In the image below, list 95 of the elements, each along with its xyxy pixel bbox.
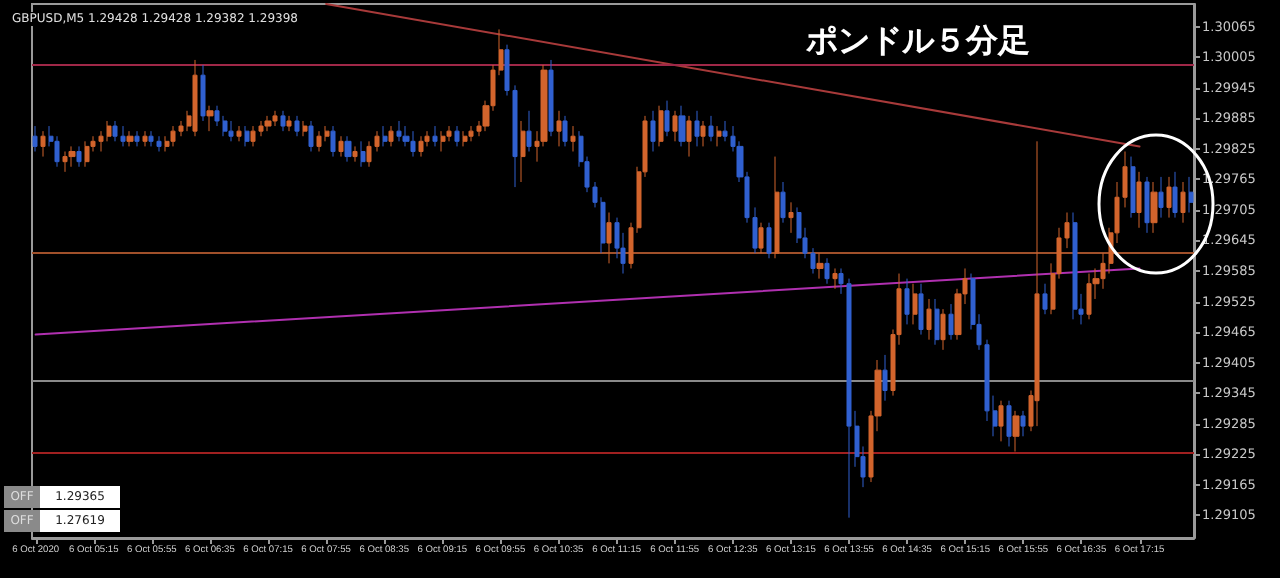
candlestick xyxy=(520,120,526,183)
candlestick xyxy=(832,267,838,290)
candlestick xyxy=(1130,156,1136,219)
candlestick xyxy=(468,125,474,142)
candlestick xyxy=(228,120,234,142)
candlestick xyxy=(1012,410,1020,453)
candlestick xyxy=(1042,283,1048,315)
candlestick xyxy=(1020,410,1026,437)
candlestick xyxy=(948,303,954,341)
candlestick xyxy=(774,156,780,259)
candlestick xyxy=(1006,400,1012,447)
candlestick xyxy=(40,130,46,158)
candlestick xyxy=(440,130,446,152)
candlestick xyxy=(462,130,468,147)
candlestick xyxy=(388,125,394,147)
candlestick xyxy=(904,278,910,325)
candlestick xyxy=(1158,176,1164,219)
candlestick xyxy=(286,115,292,132)
candlestick xyxy=(708,115,714,142)
candlestick xyxy=(126,130,134,147)
candlestick xyxy=(360,140,366,168)
candlestick xyxy=(338,135,344,158)
candlestick xyxy=(926,298,932,341)
candlestick xyxy=(606,212,612,264)
candlestick xyxy=(780,181,786,224)
candlestick xyxy=(934,298,940,346)
candlestick xyxy=(156,135,162,152)
candlestick xyxy=(650,110,656,152)
candlestick xyxy=(418,135,424,158)
candlestick xyxy=(1180,181,1186,224)
candlestick xyxy=(912,283,918,325)
candlestick xyxy=(562,115,568,147)
candlestick xyxy=(1072,212,1078,320)
candlestick xyxy=(68,145,76,168)
candlestick xyxy=(1144,176,1150,234)
candlestick xyxy=(84,140,90,168)
candlestick xyxy=(766,222,772,259)
candlestick xyxy=(142,130,148,147)
candlestick xyxy=(526,110,532,152)
candlestick xyxy=(758,222,764,254)
candlestick xyxy=(244,125,250,147)
candlestick xyxy=(1034,140,1040,427)
candlestick xyxy=(62,150,68,173)
candlestick xyxy=(302,120,308,137)
candlestick xyxy=(206,105,214,132)
candlestick xyxy=(294,115,300,137)
candlestick xyxy=(1136,171,1142,229)
candlestick xyxy=(250,125,256,147)
candlestick xyxy=(382,125,388,147)
candlestick xyxy=(344,135,352,163)
candlestick xyxy=(120,125,126,147)
candlestick xyxy=(454,125,460,147)
candlestick xyxy=(330,125,336,158)
candlestick xyxy=(200,64,206,122)
candlestick xyxy=(1188,176,1194,214)
candlestick xyxy=(280,110,286,132)
candlestick xyxy=(1150,181,1158,234)
candlestick xyxy=(816,252,824,280)
candlestick xyxy=(192,59,198,137)
candlestick xyxy=(672,110,678,142)
candlestick xyxy=(918,283,924,336)
candlestick xyxy=(410,130,416,158)
candlestick xyxy=(316,130,322,152)
candlestick xyxy=(264,115,272,132)
candlestick xyxy=(940,308,946,351)
candlestick xyxy=(170,125,176,147)
candlestick xyxy=(236,125,242,142)
candlestick xyxy=(112,120,118,142)
candlestick xyxy=(658,105,664,147)
candlestick xyxy=(686,115,692,158)
candlestick xyxy=(148,130,154,147)
candlestick xyxy=(700,120,706,147)
candlestick xyxy=(694,110,700,147)
candlestick xyxy=(548,59,554,137)
candlestick xyxy=(882,354,888,402)
candlestick xyxy=(570,125,576,152)
candlestick xyxy=(134,130,140,147)
candlestick xyxy=(32,125,38,152)
candlestick xyxy=(788,201,794,234)
candlestick xyxy=(308,120,314,152)
candlestick xyxy=(1166,176,1172,219)
candlestick xyxy=(1172,171,1178,219)
candlestick xyxy=(998,400,1004,442)
candlestick xyxy=(556,110,562,147)
candlestick xyxy=(76,145,82,168)
candlestick xyxy=(432,125,438,147)
candlestick xyxy=(352,145,358,163)
candlestick xyxy=(664,100,670,137)
candlestick xyxy=(824,257,830,285)
candlestick xyxy=(678,105,686,147)
candlestick xyxy=(1086,273,1092,320)
text: ポンドル５分足 xyxy=(804,21,1030,59)
candlestick xyxy=(272,110,278,127)
candlestick xyxy=(396,120,402,142)
candlestick xyxy=(716,125,722,147)
